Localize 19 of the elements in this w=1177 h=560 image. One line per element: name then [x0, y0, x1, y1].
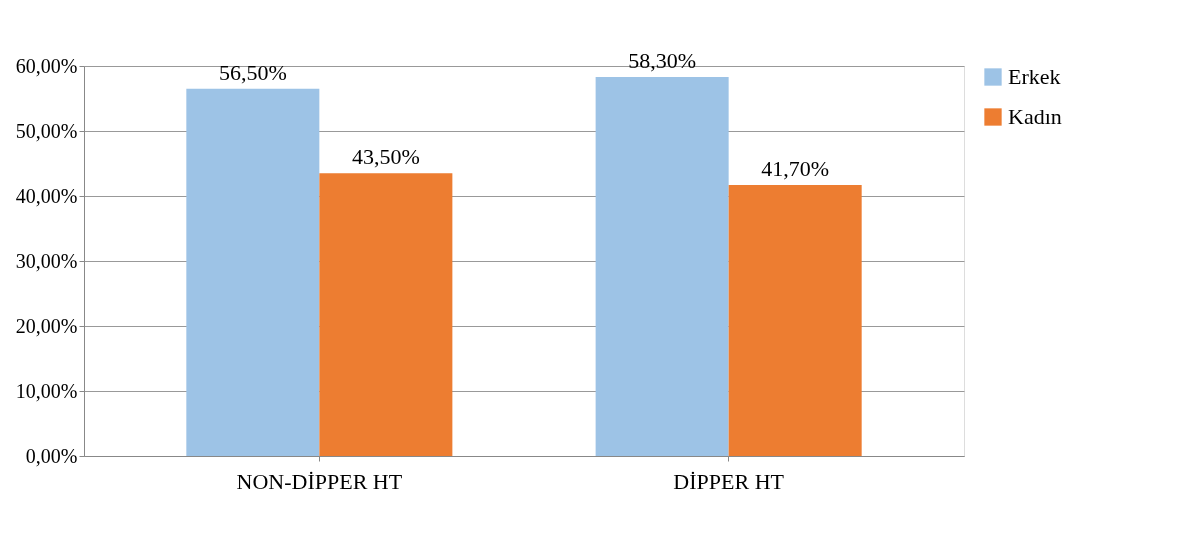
- data-label: 43,50%: [351, 144, 420, 170]
- x-tick-label: NON-DİPPER HT: [236, 468, 403, 494]
- bar: [319, 173, 453, 456]
- bar: [728, 184, 862, 456]
- y-tick-label: 60,00%: [15, 54, 78, 77]
- y-tick-label: 40,00%: [15, 184, 78, 207]
- data-label: 58,30%: [628, 48, 697, 74]
- y-tick-label: 10,00%: [15, 379, 78, 402]
- legend-label: Kadın: [1008, 104, 1062, 129]
- y-tick-label: 0,00%: [25, 444, 78, 467]
- y-tick-label: 50,00%: [15, 119, 78, 142]
- data-label: 41,70%: [761, 155, 830, 181]
- y-tick-label: 30,00%: [15, 249, 78, 272]
- data-label: 56,50%: [218, 59, 287, 85]
- bar: [186, 88, 320, 456]
- y-tick-label: 20,00%: [15, 314, 78, 337]
- x-tick-label: DİPPER HT: [673, 468, 785, 494]
- legend-label: Erkek: [1008, 64, 1061, 89]
- bar: [595, 77, 729, 456]
